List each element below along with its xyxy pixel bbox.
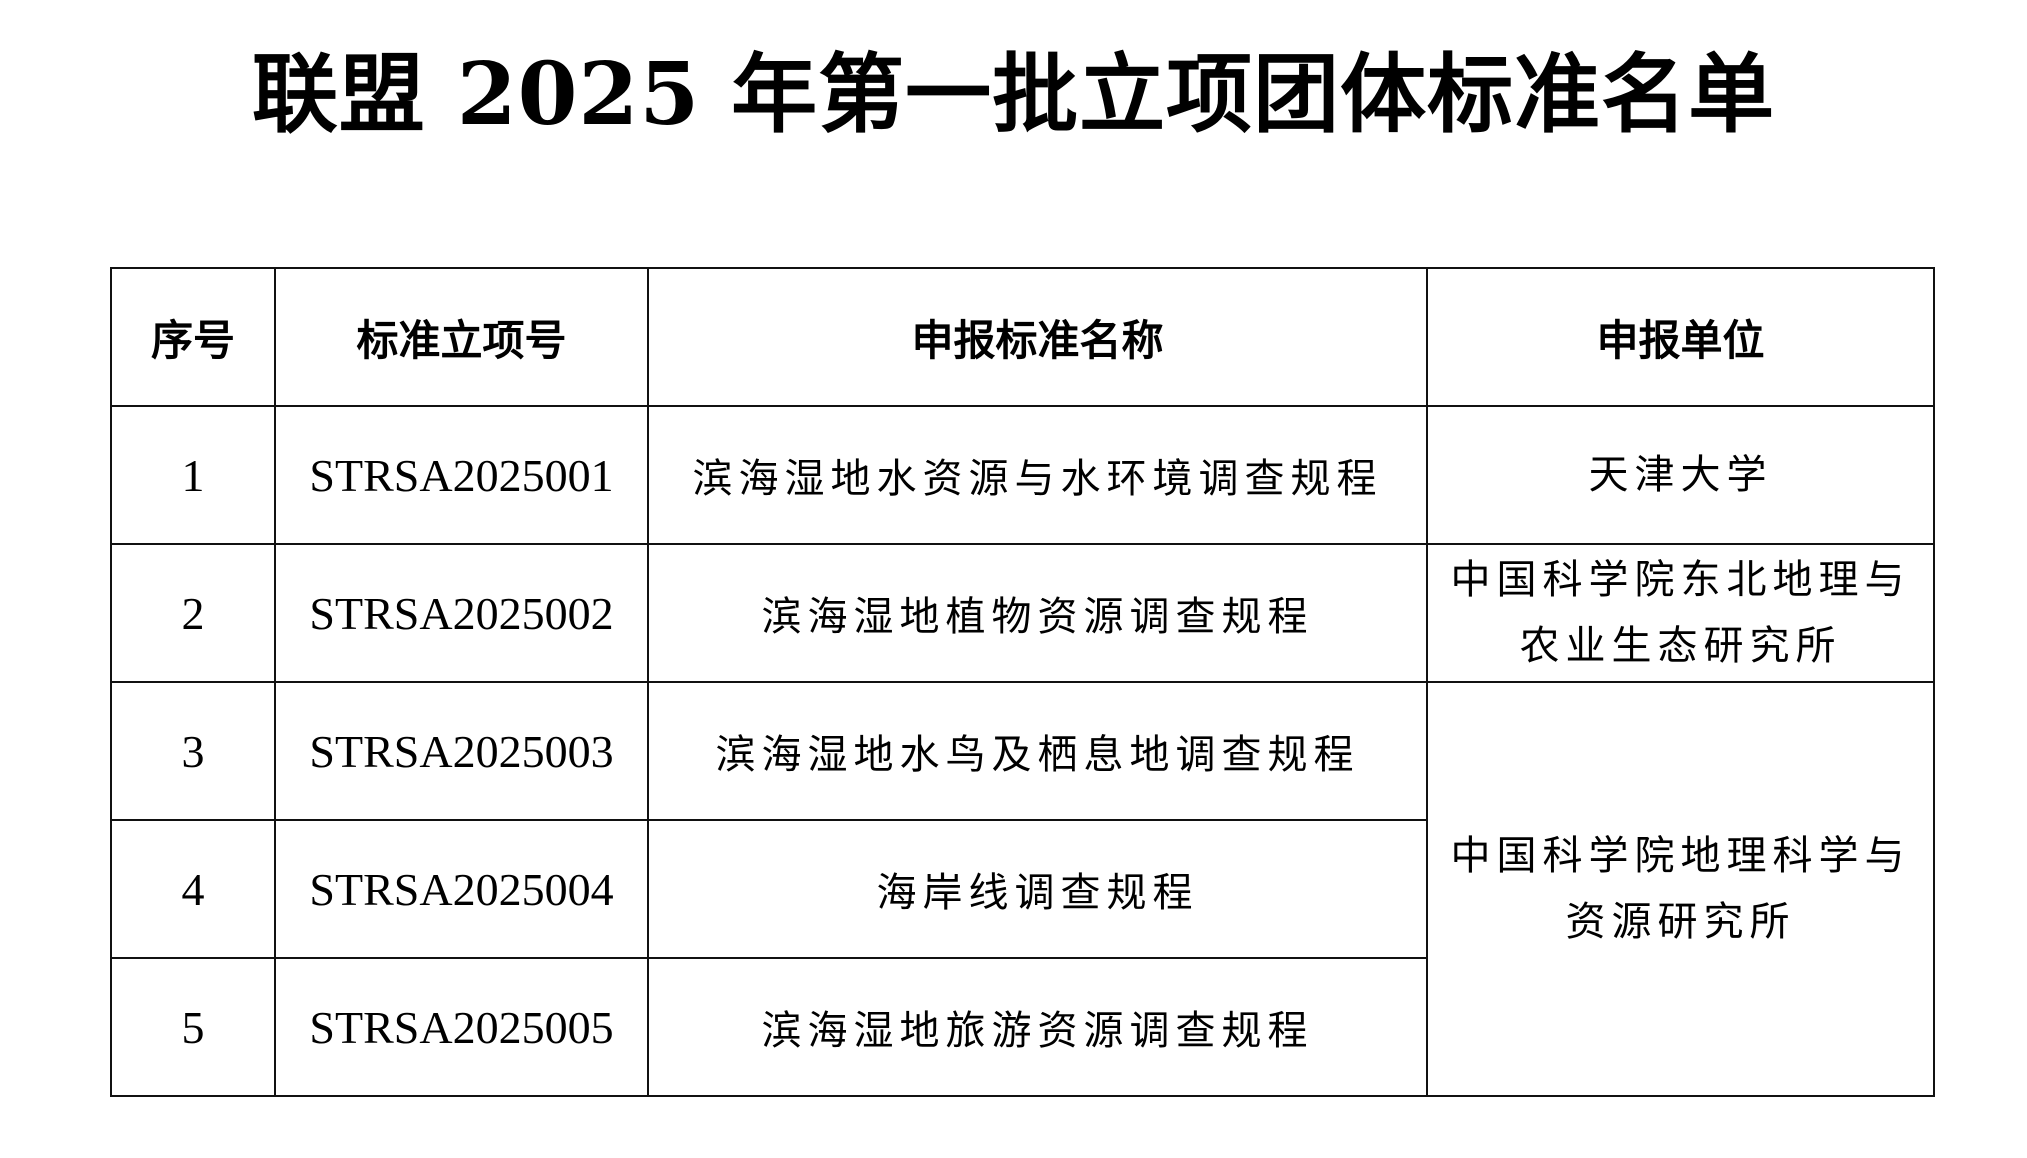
row-name: 滨海湿地水鸟及栖息地调查规程	[647, 681, 1428, 821]
header-name: 申报标准名称	[647, 267, 1428, 407]
row-no: 1	[110, 405, 276, 545]
header-unit: 申报单位	[1426, 267, 1935, 407]
row-code: STRSA2025002	[274, 543, 649, 683]
table-row: 5 STRSA2025005 滨海湿地旅游资源调查规程	[110, 957, 1934, 1097]
header-code: 标准立项号	[274, 267, 649, 407]
row-name: 海岸线调查规程	[647, 819, 1428, 959]
row-name: 滨海湿地植物资源调查规程	[647, 543, 1428, 683]
standards-table: 序号 标准立项号 申报标准名称 申报单位 1 STRSA2025001 滨海湿地…	[110, 267, 1935, 1097]
row-name: 滨海湿地旅游资源调查规程	[647, 957, 1428, 1097]
row-unit-merged: 中国科学院地理科学与资源研究所	[1426, 681, 1935, 1097]
row-name: 滨海湿地水资源与水环境调查规程	[647, 405, 1428, 545]
row-unit: 天津大学	[1426, 405, 1935, 545]
header-no: 序号	[110, 267, 276, 407]
row-code: STRSA2025001	[274, 405, 649, 545]
table-header-row: 序号 标准立项号 申报标准名称 申报单位	[110, 267, 1935, 407]
row-no: 2	[110, 543, 276, 683]
row-unit: 中国科学院东北地理与农业生态研究所	[1426, 543, 1935, 683]
table-row: 4 STRSA2025004 海岸线调查规程	[110, 819, 1934, 959]
table-row: 3 STRSA2025003 滨海湿地水鸟及栖息地调查规程 中国科学院地理科学与…	[110, 681, 1935, 1097]
page-title: 联盟 2025 年第一批立项团体标准名单	[251, 44, 1776, 145]
row-no: 5	[110, 957, 276, 1097]
table-row: 1 STRSA2025001 滨海湿地水资源与水环境调查规程 天津大学	[110, 405, 1935, 545]
row-code: STRSA2025003	[274, 681, 649, 821]
table-row: 2 STRSA2025002 滨海湿地植物资源调查规程 中国科学院东北地理与农业…	[110, 543, 1935, 683]
row-no: 4	[110, 819, 276, 959]
row-no: 3	[110, 681, 276, 821]
row-code: STRSA2025004	[274, 819, 649, 959]
row-code: STRSA2025005	[274, 957, 649, 1097]
